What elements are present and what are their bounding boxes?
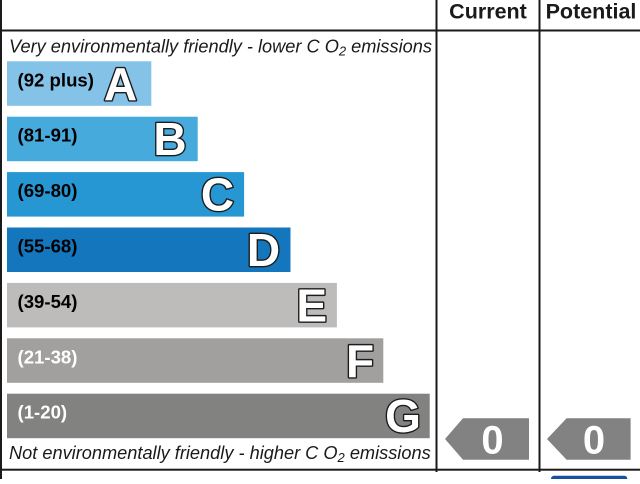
svg-text:(39-54): (39-54) xyxy=(18,291,78,312)
svg-text:0: 0 xyxy=(583,419,605,463)
svg-text:A: A xyxy=(104,58,137,110)
svg-text:F: F xyxy=(346,335,374,387)
svg-text:B: B xyxy=(153,113,186,165)
svg-text:G: G xyxy=(385,390,421,442)
svg-text:(55-68): (55-68) xyxy=(18,236,78,257)
svg-text:(21-38): (21-38) xyxy=(18,346,78,367)
svg-text:(1-20): (1-20) xyxy=(18,402,68,423)
svg-text:Current: Current xyxy=(449,0,527,24)
svg-text:0: 0 xyxy=(481,419,503,463)
svg-text:Very environmentally friendly: Very environmentally friendly - lower C … xyxy=(9,37,432,59)
svg-text:(69-80): (69-80) xyxy=(18,180,78,201)
svg-text:Not environmentally friendly -: Not environmentally friendly - higher C … xyxy=(9,443,431,465)
svg-text:D: D xyxy=(247,224,280,276)
svg-text:(81-91): (81-91) xyxy=(18,125,78,146)
svg-text:E: E xyxy=(296,279,327,331)
svg-text:Potential: Potential xyxy=(546,0,637,24)
svg-text:(92 plus): (92 plus) xyxy=(18,69,94,90)
svg-text:C: C xyxy=(201,169,234,221)
